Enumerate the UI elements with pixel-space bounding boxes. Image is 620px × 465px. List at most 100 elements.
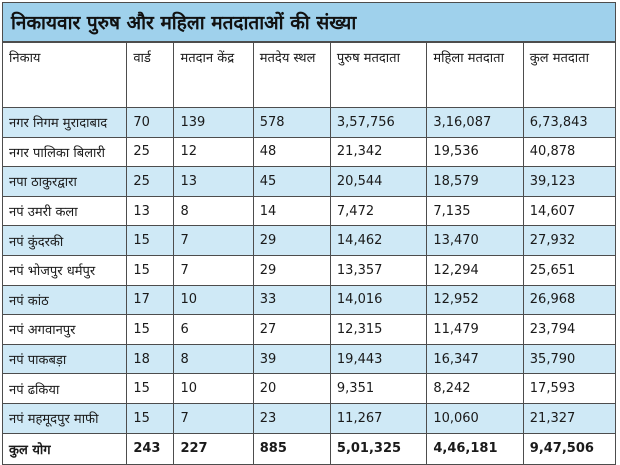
table-cell: 29 <box>252 254 331 286</box>
table-cell: 23,794 <box>522 314 617 345</box>
table-cell: 578 <box>252 107 331 138</box>
table-cell: निकाय <box>1 42 128 108</box>
table-cell: 15 <box>126 373 175 404</box>
table-row: नपं भोजपुर धर्मपुर 15 7 29 13,357 12,294 25,65… <box>1 254 617 286</box>
table-cell: 20,544 <box>329 166 428 197</box>
table-cell: 7 <box>173 402 254 434</box>
table-cell: 7,472 <box>329 195 428 227</box>
table-cell: 29 <box>252 225 331 256</box>
table-cell: 9,351 <box>329 373 428 404</box>
table-cell: नपं उमरी कला <box>1 195 128 227</box>
table-cell: मतदेय स्थल <box>252 42 331 108</box>
table-row: नपं महमूदपुर माफी 15 7 23 11,267 10,060 21,327 <box>1 402 617 434</box>
table-row: नपं उमरी कला 13 8 14 7,472 7,135 14,607 <box>1 195 617 227</box>
table-cell: नगर निगम मुरादाबाद <box>1 107 128 138</box>
table-cell: नपा ठाकुरद्वारा <box>1 166 128 197</box>
table-cell: 14,607 <box>522 195 617 227</box>
table-cell: 25,651 <box>522 254 617 286</box>
table-cell: 27 <box>252 314 331 345</box>
table-cell: 6 <box>173 314 254 345</box>
table-cell: 8 <box>173 195 254 227</box>
table-cell: मतदान केंद्र <box>173 42 254 108</box>
table-cell: नपं पाकबड़ा <box>1 343 128 375</box>
header-row: निकाय वार्ड मतदान केंद्र मतदेय स्थल पुरुष मत… <box>1 42 617 108</box>
table-cell: नपं अगवानपुर <box>1 314 128 345</box>
table-cell: 23 <box>252 402 331 434</box>
table-cell: 35,790 <box>522 343 617 375</box>
table-row: नपं पाकबड़ा 18 8 39 19,443 16,347 35,790 <box>1 343 617 375</box>
table-cell: 21,342 <box>329 136 428 168</box>
table-cell: 33 <box>252 284 331 316</box>
table-cell: 15 <box>126 402 175 434</box>
table-row: नगर पालिका बिलारी 25 12 48 21,342 19,536 40,87… <box>1 136 617 168</box>
table-cell: 10 <box>173 373 254 404</box>
table-cell: 12 <box>173 136 254 168</box>
table-cell: 14,462 <box>329 225 428 256</box>
table-cell: 25 <box>126 136 175 168</box>
table-cell: महिला मतदाता <box>426 42 524 108</box>
table-cell: 10 <box>173 284 254 316</box>
table-cell: 5,01,325 <box>329 432 428 465</box>
table-cell: 227 <box>173 432 254 465</box>
table-cell: 885 <box>252 432 331 465</box>
table-cell: 39,123 <box>522 166 617 197</box>
table-cell: नपं ढकिया <box>1 373 128 404</box>
table-cell: 39 <box>252 343 331 375</box>
table-row: नपं कुंदरकी 15 7 29 14,462 13,470 27,932 <box>1 225 617 256</box>
table-cell: 17 <box>126 284 175 316</box>
table-cell: 12,315 <box>329 314 428 345</box>
table-cell: नपं महमूदपुर माफी <box>1 402 128 434</box>
table-title: निकायवार पुरुष और महिला मतदाताओं की संख्… <box>2 2 616 42</box>
table-cell: 10,060 <box>426 402 524 434</box>
table-cell: 3,16,087 <box>426 107 524 138</box>
table-cell: 26,968 <box>522 284 617 316</box>
table-cell: नपं भोजपुर धर्मपुर <box>1 254 128 286</box>
table-cell: 19,536 <box>426 136 524 168</box>
table-cell: कुल मतदाता <box>522 42 617 108</box>
table-cell: 16,347 <box>426 343 524 375</box>
table-cell: 6,73,843 <box>522 107 617 138</box>
table-cell: 13 <box>173 166 254 197</box>
total-row: कुल योग 243 227 885 5,01,325 4,46,181 9,47,506 <box>1 432 617 465</box>
table-row: नपं अगवानपुर 15 6 27 12,315 11,479 23,794 <box>1 314 617 345</box>
table-cell: 3,57,756 <box>329 107 428 138</box>
table-cell: 18 <box>126 343 175 375</box>
table-cell: नगर पालिका बिलारी <box>1 136 128 168</box>
table-cell: 70 <box>126 107 175 138</box>
table-cell: 14,016 <box>329 284 428 316</box>
table-cell: 45 <box>252 166 331 197</box>
table-cell: 25 <box>126 166 175 197</box>
table-cell: कुल योग <box>1 432 128 465</box>
table-cell: नपं कांठ <box>1 284 128 316</box>
table-cell: 12,952 <box>426 284 524 316</box>
table-cell: 20 <box>252 373 331 404</box>
table-cell: वार्ड <box>126 42 175 108</box>
table-row: नपं ढकिया 15 10 20 9,351 8,242 17,593 <box>1 373 617 404</box>
voter-table: निकाय वार्ड मतदान केंद्र मतदेय स्थल पुरुष मत… <box>1 42 617 465</box>
table-cell: 21,327 <box>522 402 617 434</box>
table-cell: 7 <box>173 225 254 256</box>
table-cell: 13 <box>126 195 175 227</box>
table-cell: 27,932 <box>522 225 617 256</box>
table-cell: 15 <box>126 314 175 345</box>
table-cell: 8 <box>173 343 254 375</box>
table-cell: 40,878 <box>522 136 617 168</box>
table-row: नगर निगम मुरादाबाद 70 139 578 3,57,756 3,16,0… <box>1 107 617 138</box>
table-cell: 15 <box>126 225 175 256</box>
table-cell: 7 <box>173 254 254 286</box>
table-cell: 139 <box>173 107 254 138</box>
table-cell: 11,267 <box>329 402 428 434</box>
table-cell: 17,593 <box>522 373 617 404</box>
table-cell: 18,579 <box>426 166 524 197</box>
table-cell: 4,46,181 <box>426 432 524 465</box>
table-cell: 9,47,506 <box>522 432 617 465</box>
table-cell: 7,135 <box>426 195 524 227</box>
table-cell: 13,357 <box>329 254 428 286</box>
table-cell: 13,470 <box>426 225 524 256</box>
table-cell: 19,443 <box>329 343 428 375</box>
table-cell: 8,242 <box>426 373 524 404</box>
table-row: नपा ठाकुरद्वारा 25 13 45 20,544 18,579 39,123 <box>1 166 617 197</box>
table-cell: नपं कुंदरकी <box>1 225 128 256</box>
table-cell: 243 <box>126 432 175 465</box>
